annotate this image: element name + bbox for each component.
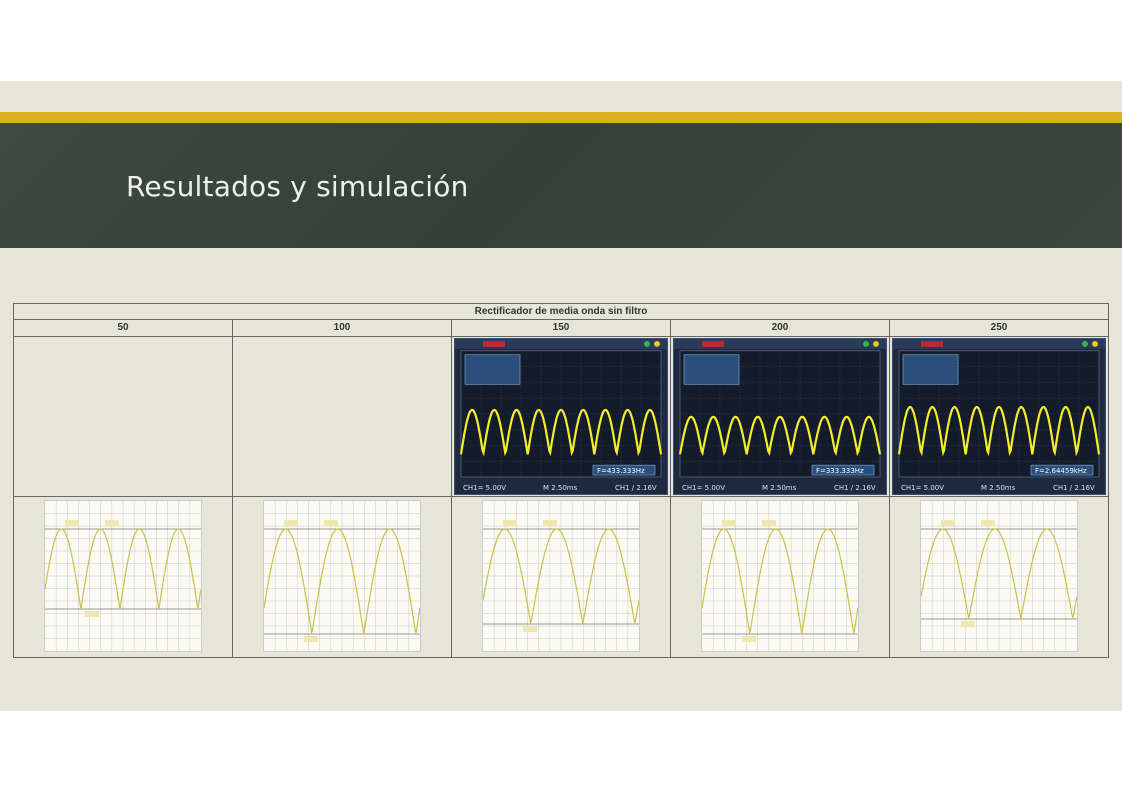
scope-footer-label: M 2.50ms: [543, 483, 578, 491]
results-table: Rectificador de media onda sin filtro 50…: [13, 302, 1109, 658]
scope-footer-label: CH1 / 2.16V: [615, 483, 657, 491]
scope-footer-label: M 2.50ms: [981, 483, 1016, 491]
scope-footer-label: CH1= 5.00V: [682, 483, 725, 491]
column-header-200: 200: [670, 319, 890, 337]
sim-cell-200: [670, 496, 890, 658]
scope-cell-150: F=433.333Hz CH1= 5.00V M 2.50ms CH1 / 2.16V: [451, 335, 671, 498]
scope-footer-label: CH1= 5.00V: [463, 483, 506, 491]
sim-cell-100: [232, 496, 452, 658]
table-title: Rectificador de media onda sin filtro: [13, 302, 1109, 321]
scope-footer-label: CH1= 5.00V: [901, 483, 944, 491]
scope-cell-250: F=2.64459kHz CH1= 5.00V M 2.50ms CH1 / 2.16…: [889, 335, 1109, 498]
simulation-plot: [44, 500, 202, 653]
frequency-readout: F=333.333Hz: [816, 467, 864, 475]
scope-cell-200: F=333.333Hz CH1= 5.00V M 2.50ms CH1 / 2.16V: [670, 335, 890, 498]
accent-bar: [0, 112, 1122, 123]
frequency-readout: F=433.333Hz: [597, 467, 645, 475]
simulation-plot: [920, 500, 1078, 653]
scope-footer-label: CH1 / 2.16V: [1053, 483, 1095, 491]
scope-footer-label: M 2.50ms: [762, 483, 797, 491]
column-header-100: 100: [232, 319, 452, 337]
sim-cell-50: [13, 496, 233, 658]
scope-footer-label: CH1 / 2.16V: [834, 483, 876, 491]
oscilloscope-capture: F=333.333Hz CH1= 5.00V M 2.50ms CH1 / 2.16V: [673, 337, 887, 496]
sim-cell-250: [889, 496, 1109, 658]
column-header-250: 250: [889, 319, 1109, 337]
oscilloscope-capture: F=433.333Hz CH1= 5.00V M 2.50ms CH1 / 2.16V: [454, 337, 668, 496]
column-header-50: 50: [13, 319, 233, 337]
simulation-plot: [263, 500, 421, 653]
frequency-readout: F=2.64459kHz: [1035, 467, 1087, 475]
column-header-150: 150: [451, 319, 671, 337]
simulation-plot: [701, 500, 859, 653]
title-band: [0, 123, 1122, 248]
scope-cell-100: [232, 335, 452, 498]
slide-title: Resultados y simulación: [126, 170, 469, 203]
scope-cell-50: [13, 335, 233, 498]
sim-cell-150: [451, 496, 671, 658]
oscilloscope-capture: F=2.64459kHz CH1= 5.00V M 2.50ms CH1 / 2.16…: [892, 337, 1106, 496]
simulation-plot: [482, 500, 640, 653]
